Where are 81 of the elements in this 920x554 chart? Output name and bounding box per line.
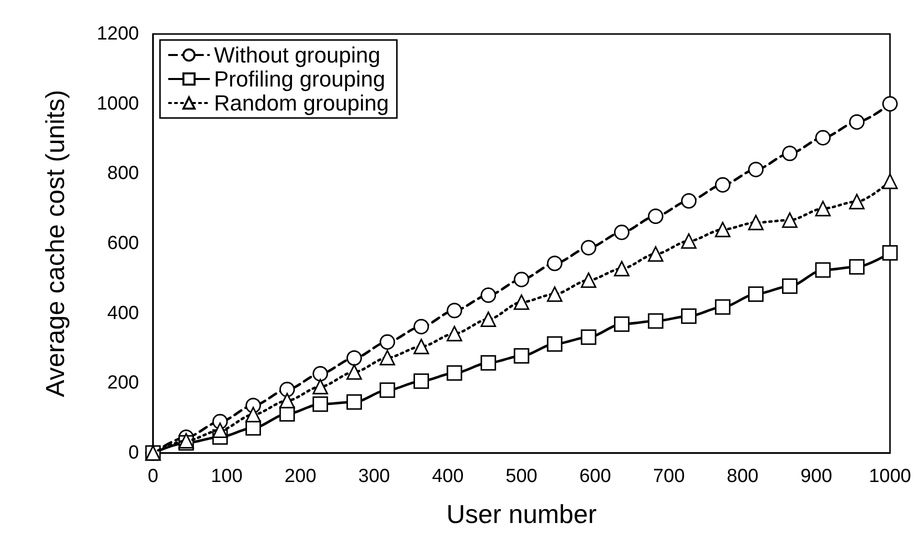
point bbox=[546, 336, 562, 352]
point bbox=[580, 240, 596, 256]
point bbox=[681, 233, 697, 249]
y-tick-label: 400 bbox=[107, 302, 139, 324]
point bbox=[882, 245, 898, 261]
y-axis-title: Average cache cost (units) bbox=[40, 90, 70, 398]
point bbox=[882, 174, 898, 190]
point bbox=[414, 373, 430, 389]
x-tick-label: 700 bbox=[653, 466, 685, 487]
y-tick-label: 200 bbox=[107, 372, 139, 394]
point bbox=[312, 366, 328, 382]
point bbox=[882, 96, 898, 112]
point bbox=[480, 312, 496, 328]
point bbox=[380, 334, 396, 350]
point bbox=[212, 422, 228, 438]
point bbox=[312, 378, 328, 394]
x-tick-label: 900 bbox=[800, 466, 832, 487]
x-tick-label: 300 bbox=[358, 466, 390, 487]
point bbox=[245, 406, 261, 422]
point bbox=[614, 316, 630, 332]
point bbox=[782, 146, 798, 162]
x-tick-label: 0 bbox=[148, 466, 158, 487]
y-tick-label: 600 bbox=[107, 233, 139, 254]
point bbox=[580, 329, 596, 345]
point bbox=[849, 194, 865, 210]
point bbox=[580, 272, 596, 288]
point bbox=[614, 224, 630, 240]
point bbox=[346, 394, 362, 410]
point bbox=[480, 355, 496, 371]
legend-label: Random grouping bbox=[214, 90, 389, 116]
point bbox=[714, 222, 730, 238]
point bbox=[414, 318, 430, 334]
x-tick-label: 200 bbox=[284, 466, 316, 487]
x-tick-label: 600 bbox=[579, 466, 612, 487]
point bbox=[480, 287, 496, 303]
point bbox=[648, 313, 664, 329]
point bbox=[849, 259, 865, 275]
point bbox=[446, 326, 462, 342]
point bbox=[446, 302, 462, 318]
point bbox=[614, 260, 630, 276]
point bbox=[514, 272, 530, 288]
point bbox=[748, 162, 764, 178]
x-axis-title: User number bbox=[446, 499, 597, 529]
y-tick-label: 0 bbox=[128, 442, 139, 464]
point bbox=[546, 256, 562, 272]
point bbox=[380, 350, 396, 366]
point bbox=[514, 348, 530, 364]
point bbox=[546, 286, 562, 302]
point bbox=[815, 200, 831, 216]
point bbox=[514, 294, 530, 310]
point bbox=[815, 130, 831, 146]
x-tick-label: 100 bbox=[210, 466, 243, 487]
y-tick-label: 1200 bbox=[96, 24, 139, 44]
point bbox=[714, 299, 730, 315]
legend-label: Without grouping bbox=[214, 42, 380, 68]
point bbox=[748, 214, 764, 230]
point bbox=[346, 350, 362, 366]
point bbox=[346, 364, 362, 380]
x-tick-label: 1000 bbox=[868, 466, 912, 487]
point bbox=[312, 396, 328, 412]
point bbox=[782, 278, 798, 294]
point bbox=[714, 177, 730, 193]
point bbox=[748, 286, 764, 302]
point bbox=[815, 262, 831, 278]
point bbox=[446, 365, 462, 381]
point bbox=[414, 338, 430, 354]
point bbox=[279, 382, 295, 398]
x-tick-label: 800 bbox=[726, 466, 758, 487]
point bbox=[681, 308, 697, 324]
legend-label: Profiling grouping bbox=[214, 66, 386, 92]
point bbox=[849, 114, 865, 130]
point bbox=[648, 246, 664, 262]
point bbox=[380, 382, 396, 398]
point bbox=[782, 212, 798, 228]
point bbox=[279, 392, 295, 408]
y-tick-label: 800 bbox=[107, 163, 139, 184]
point bbox=[648, 208, 664, 224]
x-tick-label: 500 bbox=[506, 466, 538, 487]
x-tick-label: 400 bbox=[432, 466, 464, 487]
point bbox=[681, 193, 697, 209]
y-tick-label: 1000 bbox=[96, 93, 139, 114]
